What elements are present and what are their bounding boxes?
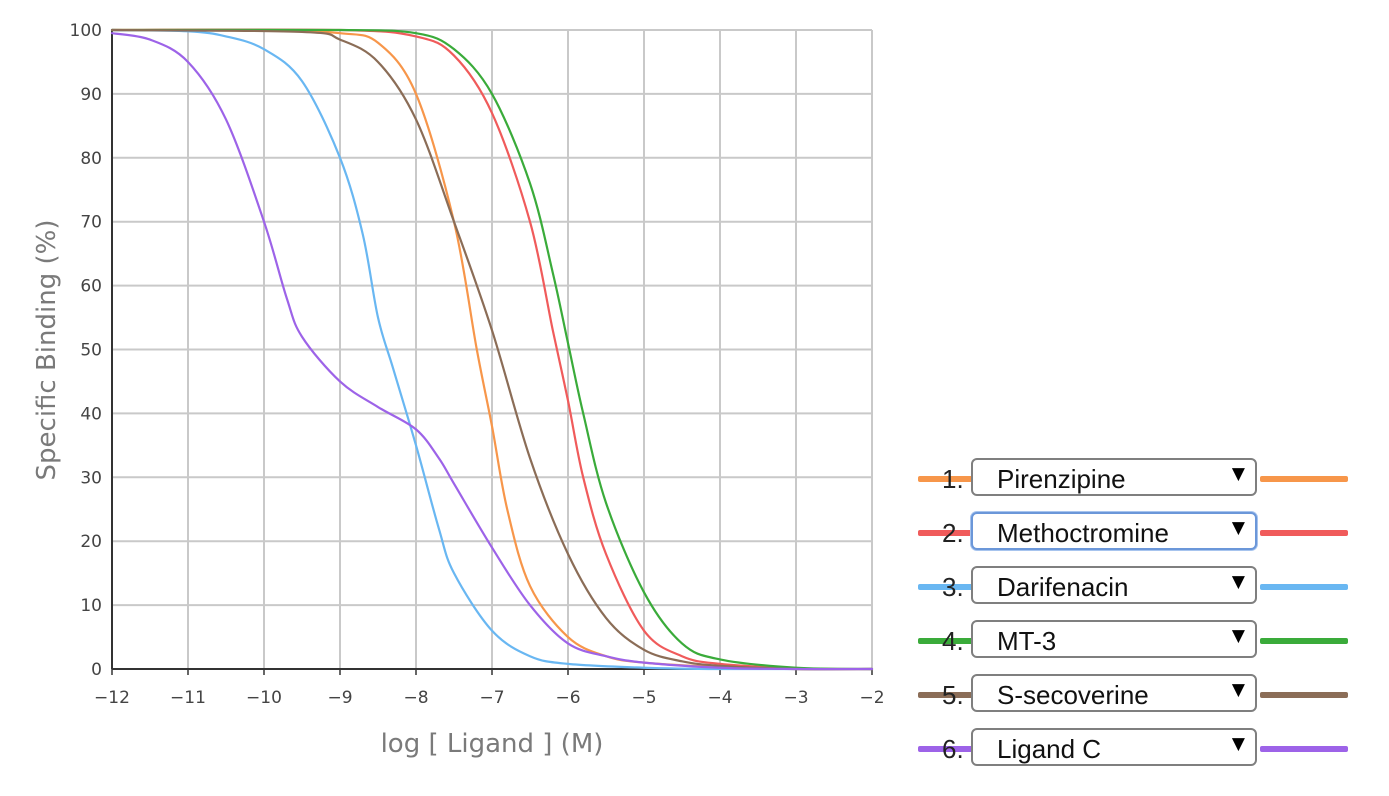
ligand-select-value: Ligand C [997,734,1102,764]
legend-swatch-line [918,476,973,482]
ligand-select-methoctromine[interactable]: Methoctromine ▼ [971,512,1257,550]
x-tick-label: −7 [479,688,504,708]
dropdown-arrow-icon: ▼ [1231,626,1245,646]
ligand-select-value: S-secoverine [997,680,1149,710]
dropdown-arrow-icon: ▼ [1231,680,1245,700]
ligand-select-value: Methoctromine [997,518,1169,548]
y-tick-label: 70 [80,213,102,233]
y-tick-label: 60 [80,277,102,297]
x-tick-label: −2 [859,688,884,708]
ligand-select-darifenacin[interactable]: Darifenacin ▼ [971,566,1257,604]
legend-swatch-line [1260,746,1348,752]
tick-labels-layer: 0 10 20 30 40 50 60 70 80 90 100 −12 −11 −10 −9 −8 −7 −6 −… [70,21,885,708]
legend-number: 1. [942,464,964,494]
legend-row-methoctromine: 2. Methoctromine ▼ [918,511,1348,555]
ligand-select-value: MT-3 [997,626,1057,656]
dropdown-arrow-icon: ▼ [1231,464,1245,484]
ligand-select-value: Pirenzipine [997,464,1126,494]
legend-number: 4. [942,626,964,656]
x-tick-label: −3 [783,688,808,708]
x-tick-label: −6 [555,688,580,708]
curves-layer [110,28,874,671]
x-tick-label: −5 [631,688,656,708]
x-axis-title: log [ Ligand ] (M) [381,729,604,759]
curve-methoctromine [110,28,874,671]
legend-row-s-secoverine: 5. S-secoverine ▼ [918,673,1348,717]
legend-row-mt-3: 4. MT-3 ▼ [918,619,1348,663]
grid-layer [112,29,873,669]
legend-row-pirenzipine: 1. Pirenzipine ▼ [918,457,1348,501]
legend-number: 2. [942,518,964,548]
ligand-select-s-secoverine[interactable]: S-secoverine ▼ [971,674,1257,712]
x-tick-label: −9 [327,688,352,708]
legend-swatch-line [918,530,973,536]
y-tick-label: 40 [80,404,102,424]
curve-mt-3 [110,28,874,671]
x-tick-label: −4 [707,688,732,708]
legend-swatch-line [1260,476,1348,482]
x-tick-label: −12 [94,688,130,708]
legend-swatch-line [918,746,973,752]
legend-row-ligand-c: 6. Ligand C ▼ [918,727,1348,771]
dropdown-arrow-icon: ▼ [1231,518,1245,538]
y-tick-label: 100 [70,21,102,41]
dropdown-arrow-icon: ▼ [1231,572,1245,592]
legend-number: 5. [942,680,964,710]
legend-swatch-line [1260,530,1348,536]
y-tick-label: 90 [80,85,102,105]
y-tick-label: 10 [80,596,102,616]
y-tick-label: 0 [91,660,102,680]
curve-s-secoverine [110,28,874,671]
y-tick-label: 50 [80,341,102,361]
ligand-select-pirenzipine[interactable]: Pirenzipine ▼ [971,458,1257,496]
legend-swatch-line [1260,638,1348,644]
legend-row-darifenacin: 3. Darifenacin ▼ [918,565,1348,609]
legend-swatch-line [918,638,973,644]
curve-ligand-c [110,32,874,671]
legend-swatch-line [1260,584,1348,590]
y-tick-label: 20 [80,532,102,552]
legend-number: 6. [942,734,964,764]
legend-swatch-line [918,692,973,698]
y-tick-label: 30 [80,468,102,488]
ligand-select-ligand-c[interactable]: Ligand C ▼ [971,728,1257,766]
ligand-select-value: Darifenacin [997,572,1129,602]
legend-swatch-line [918,584,973,590]
x-tick-label: −11 [170,688,206,708]
dropdown-arrow-icon: ▼ [1231,734,1245,754]
curve-darifenacin [110,28,874,671]
x-tick-label: −10 [246,688,282,708]
ligand-select-mt-3[interactable]: MT-3 ▼ [971,620,1257,658]
legend-swatch-line [1260,692,1348,698]
y-tick-label: 80 [80,149,102,169]
legend-number: 3. [942,572,964,602]
x-tick-label: −8 [403,688,428,708]
y-axis-title: Specific Binding (%) [32,220,62,481]
